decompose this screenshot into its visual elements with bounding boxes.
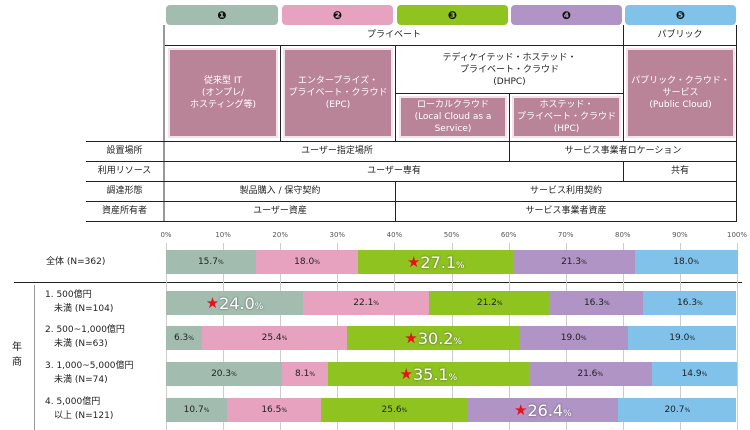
dhpc-label: テディケイテッド・ホステッド・ プライベート・クラウド (DHPC) bbox=[442, 52, 577, 88]
public-header: パブリック bbox=[657, 29, 703, 40]
cell-owner-user: ユーザー資産 bbox=[253, 205, 307, 216]
cell-resource-dedicated: ユーザー専有 bbox=[367, 165, 421, 176]
data-label: 18.0% bbox=[294, 257, 320, 267]
data-label: 16.3% bbox=[677, 298, 703, 308]
group-label-revenue: 年商 bbox=[12, 342, 22, 368]
cell-procurement-purchase: 製品購入 / 保守契約 bbox=[239, 185, 321, 196]
star-icon: ★ bbox=[399, 365, 413, 383]
bar-segment: 19.0% bbox=[627, 326, 737, 350]
bar-segment: 21.2% bbox=[429, 291, 551, 315]
cell-resource-shared: 共有 bbox=[670, 165, 689, 176]
bar-segment: 25.4% bbox=[201, 326, 347, 350]
row-label-location: 設置場所 bbox=[106, 145, 143, 156]
data-label: 25.4% bbox=[261, 333, 288, 343]
x-tick-label: 80% bbox=[615, 231, 631, 239]
bar-segment: 18.0% bbox=[255, 250, 359, 274]
x-tick-label: 40% bbox=[386, 231, 403, 239]
x-tick-label: 0% bbox=[160, 231, 172, 239]
star-icon: ★ bbox=[514, 401, 528, 419]
data-label: 16.3% bbox=[583, 298, 610, 308]
bar-segment: 21.3% bbox=[513, 250, 635, 274]
data-label: 15.7% bbox=[197, 257, 224, 267]
type-box-epc: エンタープライズ・ プライベート・クラウド (EPC) bbox=[283, 48, 393, 138]
data-label: 35.1% bbox=[412, 364, 458, 384]
column-tab-2: ❷ bbox=[282, 5, 393, 25]
private-header: プライベート bbox=[366, 29, 421, 40]
bar-segment: 20.7% bbox=[618, 398, 737, 422]
bar-segment: 15.7% bbox=[166, 250, 256, 274]
x-tick-label: 100% bbox=[726, 231, 748, 239]
category-label: 1. 500億円 未満 (N=104) bbox=[45, 290, 114, 315]
data-label: 30.2% bbox=[417, 328, 463, 348]
x-tick-label: 30% bbox=[329, 231, 346, 239]
data-label: 26.4% bbox=[527, 400, 572, 420]
x-tick-label: 70% bbox=[557, 231, 574, 239]
data-label: 18.0% bbox=[673, 257, 700, 267]
data-label: 10.7% bbox=[183, 405, 210, 415]
star-icon: ★ bbox=[404, 329, 418, 347]
data-label: 19.0% bbox=[669, 333, 696, 343]
row-label-owner: 資産所有者 bbox=[101, 205, 147, 216]
data-label: 22.1% bbox=[353, 298, 379, 308]
cell-owner-provider: サービス事業者資産 bbox=[525, 205, 607, 216]
data-label: 19.0% bbox=[560, 333, 587, 343]
data-label: 21.2% bbox=[476, 298, 503, 308]
bar-segment: 21.6% bbox=[528, 362, 652, 386]
x-tick-label: 20% bbox=[272, 231, 288, 239]
bar-segment: 25.6% bbox=[321, 398, 468, 422]
type-box-hpc: ホステッド・ プライベート・クラウド (HPC) bbox=[512, 96, 621, 138]
type-box-legacy-it: 従来型 IT (オンプレ/ ホスティング等) bbox=[168, 48, 278, 138]
data-label: 20.7% bbox=[664, 405, 691, 415]
row-label-resource: 利用リソース bbox=[97, 165, 152, 176]
column-tab-1: ❶ bbox=[166, 5, 278, 25]
bar-segment: 8.1% bbox=[281, 362, 329, 386]
x-tick-label: 90% bbox=[672, 231, 688, 239]
category-label: 3. 1,000~5,000億円 未満 (N=74) bbox=[45, 361, 134, 386]
bar-segment: ★ 30.2% bbox=[347, 326, 520, 350]
bar-segment: ★ 26.4% bbox=[467, 398, 619, 422]
category-label: 2. 500~1,000億円 未満 (N=63) bbox=[45, 325, 125, 350]
bar-segment: 19.0% bbox=[519, 326, 628, 350]
data-label: 21.6% bbox=[577, 369, 604, 379]
data-label: 20.3% bbox=[211, 369, 237, 379]
cell-location-user: ユーザー指定場所 bbox=[301, 145, 373, 156]
data-label: 8.1% bbox=[295, 369, 316, 379]
bar-segment: 18.0% bbox=[634, 250, 738, 274]
column-tab-3: ❸ bbox=[397, 5, 508, 25]
data-label: 25.6% bbox=[381, 405, 408, 415]
category-label: 4. 5,000億円 以上 (N=121) bbox=[45, 397, 114, 422]
x-tick-label: 10% bbox=[215, 231, 231, 239]
cell-location-provider: サービス事業者ロケーション bbox=[564, 145, 682, 156]
cell-procurement-service: サービス利用契約 bbox=[529, 185, 602, 196]
row-label-procurement: 調達形態 bbox=[106, 185, 143, 196]
x-tick-label: 50% bbox=[443, 231, 460, 239]
bar-segment: 16.3% bbox=[643, 291, 737, 315]
column-tab-4: ❹ bbox=[511, 5, 622, 25]
bar-segment: 20.3% bbox=[166, 362, 282, 386]
data-label: 14.9% bbox=[681, 369, 708, 379]
data-label: 27.1% bbox=[420, 252, 465, 272]
x-tick-label: 60% bbox=[500, 231, 517, 239]
type-box-local-cloud: ローカルクラウド (Local Cloud as a Service) bbox=[399, 96, 507, 138]
star-icon: ★ bbox=[406, 253, 421, 271]
bar-segment: 6.3% bbox=[166, 326, 202, 350]
bar-segment: ★ 24.0% bbox=[166, 291, 304, 315]
data-label: 21.3% bbox=[561, 257, 587, 267]
category-label: 全体 (N=362) bbox=[46, 257, 106, 267]
bar-segment: 16.3% bbox=[550, 291, 644, 315]
bar-segment: 22.1% bbox=[303, 291, 430, 315]
bar-segment: ★ 27.1% bbox=[358, 250, 514, 274]
bar-segment: 10.7% bbox=[166, 398, 228, 422]
data-label: 6.3% bbox=[173, 333, 194, 343]
data-label: 24.0% bbox=[219, 293, 264, 313]
bar-segment: 16.5% bbox=[227, 398, 322, 422]
bar-segment: ★ 35.1% bbox=[328, 362, 529, 386]
gridline bbox=[737, 243, 738, 430]
bar-segment: 14.9% bbox=[651, 362, 737, 386]
star-icon: ★ bbox=[205, 294, 220, 312]
type-box-public-cloud: パブリック・クラウド・ サービス (Public Cloud) bbox=[626, 48, 735, 138]
data-label: 16.5% bbox=[261, 405, 288, 415]
column-tab-5: ❺ bbox=[625, 5, 736, 25]
